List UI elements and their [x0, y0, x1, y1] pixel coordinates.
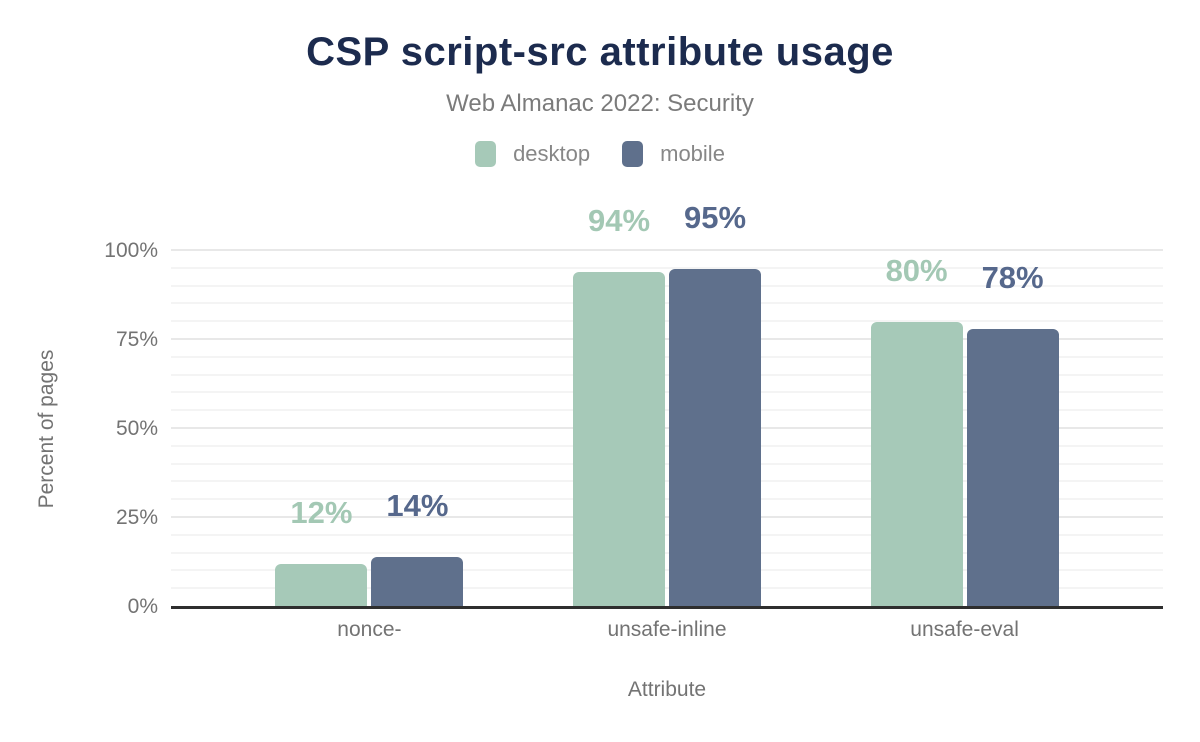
legend: desktop mobile — [0, 141, 1200, 167]
bar-mobile-unsafe-inline[interactable] — [669, 268, 761, 607]
gridline-minor — [171, 355, 1163, 358]
gridline-minor — [171, 533, 1163, 536]
gridline-minor — [171, 480, 1163, 483]
gridline-minor — [171, 373, 1163, 376]
y-tick-label-75: 75% — [115, 328, 158, 351]
gridline-minor — [171, 587, 1163, 590]
gridline-minor — [171, 284, 1163, 287]
chart-title: CSP script-src attribute usage — [306, 30, 894, 74]
gridline-minor — [171, 551, 1163, 554]
x-tick-label-unsafe-eval: unsafe-eval — [910, 618, 1019, 641]
legend-label-mobile: mobile — [660, 141, 725, 166]
bar-desktop-unsafe-eval[interactable] — [870, 322, 963, 607]
y-axis-title: Percent of pages — [35, 349, 58, 509]
bar-desktop-nonce-[interactable] — [275, 564, 368, 607]
y-tick-label-0: 0% — [127, 595, 158, 618]
y-tick-label-25: 25% — [115, 506, 158, 529]
value-label-desktop-unsafe-eval: 80% — [885, 253, 948, 289]
x-tick-label-nonce-: nonce- — [337, 618, 402, 641]
value-label-desktop-unsafe-inline: 94% — [587, 203, 651, 239]
x-axis-title: Attribute — [627, 678, 707, 701]
value-label-mobile-unsafe-eval: 78% — [981, 260, 1044, 296]
x-axis-labels: nonce-unsafe-inline unsafe-eval — [171, 618, 1163, 646]
gridline-major — [171, 338, 1163, 340]
legend-label-desktop: desktop — [513, 141, 591, 166]
gridline-minor — [171, 320, 1163, 323]
gridline-minor — [171, 498, 1163, 501]
legend-swatch-mobile — [622, 141, 644, 167]
gridline-minor — [171, 462, 1163, 465]
legend-item-desktop[interactable]: desktop — [475, 141, 590, 167]
value-label-mobile-unsafe-inline: 95% — [683, 199, 747, 235]
gridline-major — [171, 427, 1163, 429]
gridline-minor — [171, 266, 1163, 269]
legend-swatch-desktop — [475, 141, 497, 167]
bar-mobile-unsafe-eval[interactable] — [966, 329, 1059, 607]
bar-desktop-unsafe-inline[interactable] — [573, 272, 665, 607]
gridline-major — [171, 516, 1163, 518]
x-axis-line — [171, 606, 1163, 609]
value-label-mobile-nonce-: 14% — [386, 488, 449, 524]
plot-area: 12% 14% 94% 95% 80% 78% — [171, 200, 1163, 609]
legend-item-mobile[interactable]: mobile — [622, 141, 725, 167]
chart-subtitle: Web Almanac 2022: Security — [446, 90, 754, 117]
gridline-minor — [171, 391, 1163, 394]
y-tick-label-100: 100% — [104, 239, 158, 262]
gridline-minor — [171, 302, 1163, 305]
x-tick-label-unsafe-inline: unsafe-inline — [607, 618, 727, 641]
gridline-minor — [171, 409, 1163, 412]
value-label-desktop-nonce-: 12% — [290, 495, 353, 531]
bar-mobile-nonce-[interactable] — [371, 557, 464, 607]
gridline-minor — [171, 444, 1163, 447]
y-tick-label-50: 50% — [115, 417, 158, 440]
gridline-minor — [171, 569, 1163, 572]
gridline-major — [171, 249, 1163, 251]
